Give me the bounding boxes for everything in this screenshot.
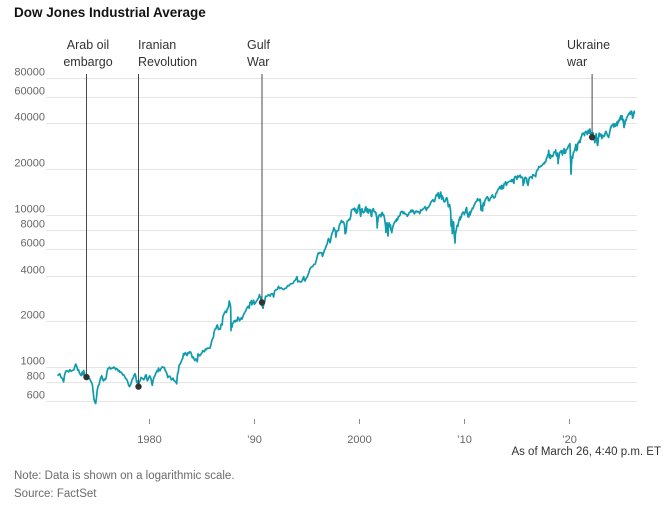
iranian-revolution-marker-dot bbox=[135, 383, 142, 390]
source-text: Source: FactSet bbox=[14, 488, 97, 500]
ukraine-war-marker-dot bbox=[588, 134, 596, 141]
y-axis-tick-label: 4000 bbox=[21, 265, 45, 277]
dow-price-line bbox=[57, 110, 636, 405]
chart-title: Dow Jones Industrial Average bbox=[14, 5, 206, 20]
as-of-timestamp: As of March 26, 4:40 p.m. ET bbox=[511, 446, 661, 458]
iranian-revolution-label: Iranian Revolution bbox=[138, 38, 197, 69]
arab-oil-embargo-label: Arab oil embargo bbox=[63, 38, 112, 69]
y-axis-tick-label: 8000 bbox=[21, 219, 45, 231]
x-axis-tick-label: 1980 bbox=[137, 434, 161, 446]
ukraine-war-label: Ukraine war bbox=[566, 38, 610, 69]
y-axis-tick-label: 60000 bbox=[14, 86, 45, 98]
y-axis-tick-label: 20000 bbox=[14, 158, 45, 170]
y-axis-tick-label: 6000 bbox=[21, 238, 45, 250]
y-axis-tick-label: 1000 bbox=[21, 356, 45, 368]
y-axis-tick-label: 800 bbox=[27, 371, 45, 383]
x-axis-tick-label: ’20 bbox=[562, 434, 577, 446]
y-axis-tick-label: 10000 bbox=[14, 204, 45, 216]
gulf-war-marker-dot bbox=[258, 299, 266, 306]
x-axis-tick-label: 2000 bbox=[347, 434, 371, 446]
gulf-war-label: Gulf War bbox=[247, 38, 270, 69]
x-axis-tick-label: ’90 bbox=[247, 434, 262, 446]
note-text: Note: Data is shown on a logarithmic sca… bbox=[14, 470, 235, 482]
y-axis-tick-label: 80000 bbox=[14, 67, 45, 79]
y-axis-tick-label: 40000 bbox=[14, 112, 45, 124]
arab-oil-embargo-marker-dot bbox=[83, 373, 90, 381]
x-axis-tick-label: ’10 bbox=[457, 434, 472, 446]
dow-line-chart: 80000 60000 40000 20000 10000 8000 6000 4000 200… bbox=[14, 38, 637, 446]
y-axis-tick-label: 600 bbox=[27, 390, 45, 402]
y-axis-tick-label: 2000 bbox=[21, 310, 45, 322]
